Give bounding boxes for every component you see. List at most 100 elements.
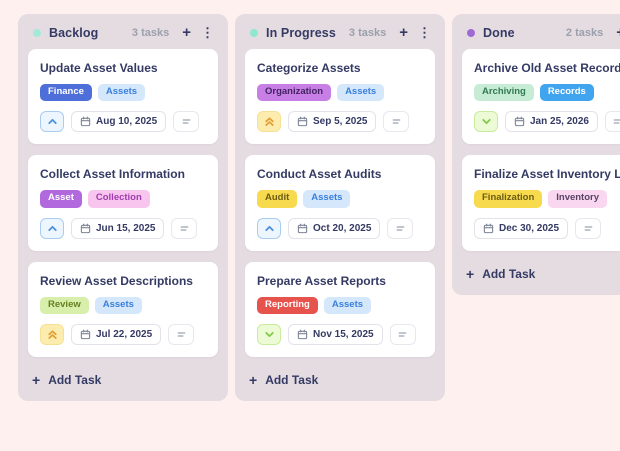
plus-icon: + bbox=[32, 372, 41, 389]
priority-button[interactable] bbox=[40, 217, 64, 239]
add-task-label: Add Task bbox=[265, 373, 319, 388]
priority-button[interactable] bbox=[257, 324, 281, 346]
task-count: 3 tasks bbox=[131, 26, 170, 39]
column-done: Done 2 tasks + ⋮ Archive Old Asset Recor… bbox=[452, 14, 620, 295]
due-date-chip[interactable]: Dec 30, 2025 bbox=[474, 217, 569, 239]
due-date: Aug 10, 2025 bbox=[96, 116, 158, 128]
column-header: Done 2 tasks + ⋮ bbox=[462, 23, 620, 40]
due-date-chip[interactable]: Nov 15, 2025 bbox=[288, 324, 383, 346]
add-task-icon-button[interactable]: + bbox=[399, 24, 408, 41]
notes-button[interactable] bbox=[604, 111, 620, 133]
calendar-icon bbox=[297, 117, 308, 127]
tag-list: Organization Assets bbox=[257, 84, 423, 102]
priority-button[interactable] bbox=[40, 324, 64, 346]
task-card[interactable]: Categorize Assets Organization Assets Se… bbox=[245, 49, 435, 145]
task-tag: Inventory bbox=[548, 190, 608, 208]
due-date-chip[interactable]: Jul 22, 2025 bbox=[71, 324, 162, 346]
task-tag: Assets bbox=[94, 296, 142, 315]
task-card[interactable]: Review Asset Descriptions Review Assets … bbox=[28, 261, 218, 358]
due-date: Sep 5, 2025 bbox=[313, 116, 368, 128]
card-footer: Nov 15, 2025 bbox=[257, 324, 423, 346]
add-task-button[interactable]: + Add Task bbox=[462, 264, 535, 282]
priority-button[interactable] bbox=[257, 111, 281, 133]
column-header: Backlog 3 tasks + ⋮ bbox=[28, 23, 218, 40]
notes-icon bbox=[180, 226, 189, 231]
column-in-progress: In Progress 3 tasks + ⋮ Categorize Asset… bbox=[235, 14, 445, 402]
task-tag: Assets bbox=[337, 84, 385, 102]
due-date-chip[interactable]: Aug 10, 2025 bbox=[71, 111, 167, 133]
notes-button[interactable] bbox=[387, 217, 414, 239]
notes-icon bbox=[584, 226, 592, 231]
add-task-button[interactable]: + Add Task bbox=[245, 370, 318, 388]
add-task-icon-button[interactable]: + bbox=[616, 25, 620, 40]
task-title: Categorize Assets bbox=[257, 61, 361, 75]
due-date-chip[interactable]: Jan 25, 2026 bbox=[505, 111, 598, 133]
column-title: Done bbox=[483, 25, 515, 40]
calendar-icon bbox=[297, 223, 308, 234]
card-list: Categorize Assets Organization Assets Se… bbox=[245, 49, 435, 358]
card-footer: Jun 15, 2025 bbox=[40, 217, 206, 239]
task-card[interactable]: Conduct Asset Audits Audit Assets Oct 20… bbox=[245, 155, 435, 251]
due-date-chip[interactable]: Oct 20, 2025 bbox=[288, 217, 381, 239]
due-date-chip[interactable]: Jun 15, 2025 bbox=[71, 217, 165, 239]
notes-button[interactable] bbox=[168, 324, 195, 346]
kanban-board: Backlog 3 tasks + ⋮ Update Asset Values … bbox=[18, 14, 620, 402]
task-title: Finalize Asset Inventory List bbox=[474, 167, 620, 182]
card-list: Update Asset Values Finance Assets Aug 1… bbox=[28, 49, 218, 358]
column-title: In Progress bbox=[266, 25, 336, 40]
task-title: Conduct Asset Audits bbox=[257, 167, 382, 182]
column-title: Backlog bbox=[49, 25, 99, 40]
task-tag: Archiving bbox=[474, 84, 534, 102]
priority-button[interactable] bbox=[257, 217, 281, 239]
due-date: Dec 30, 2025 bbox=[499, 222, 560, 234]
plus-icon: + bbox=[466, 265, 475, 282]
calendar-icon bbox=[80, 223, 91, 234]
priority-button[interactable] bbox=[40, 111, 64, 133]
notes-button[interactable] bbox=[575, 217, 602, 239]
add-task-button[interactable]: + Add Task bbox=[28, 370, 101, 388]
column-status-dot bbox=[250, 28, 258, 37]
tag-list: Finalization Inventory bbox=[474, 190, 620, 208]
priority-button[interactable] bbox=[474, 111, 498, 133]
task-card[interactable]: Update Asset Values Finance Assets Aug 1… bbox=[28, 49, 218, 145]
notes-icon bbox=[396, 226, 405, 231]
task-tag: Review bbox=[40, 296, 89, 315]
tag-list: Reporting Assets bbox=[257, 296, 423, 315]
column-menu-button[interactable]: ⋮ bbox=[201, 25, 214, 40]
task-tag: Audit bbox=[257, 190, 298, 208]
task-title: Prepare Asset Reports bbox=[257, 273, 386, 288]
task-tag: Assets bbox=[97, 84, 146, 102]
task-card[interactable]: Collect Asset Information Asset Collecti… bbox=[28, 155, 218, 251]
due-date: Nov 15, 2025 bbox=[313, 329, 374, 341]
task-tag: Assets bbox=[323, 296, 372, 315]
chevron-up-icon bbox=[264, 225, 274, 231]
card-footer: Sep 5, 2025 bbox=[257, 111, 423, 133]
column-menu-button[interactable]: ⋮ bbox=[418, 25, 431, 40]
chevron-up-icon bbox=[47, 225, 57, 231]
tag-list: Review Assets bbox=[40, 296, 206, 315]
task-tag: Finalization bbox=[474, 190, 543, 208]
task-tag: Assets bbox=[303, 190, 351, 208]
calendar-icon bbox=[80, 329, 91, 340]
task-card[interactable]: Archive Old Asset Records Archiving Reco… bbox=[462, 49, 620, 145]
calendar-icon bbox=[514, 117, 525, 127]
due-date: Jan 25, 2026 bbox=[530, 116, 589, 128]
notes-icon bbox=[614, 119, 620, 125]
add-task-icon-button[interactable]: + bbox=[182, 24, 191, 41]
notes-icon bbox=[182, 119, 191, 125]
due-date-chip[interactable]: Sep 5, 2025 bbox=[288, 111, 377, 133]
notes-icon bbox=[392, 119, 401, 125]
due-date: Oct 20, 2025 bbox=[313, 222, 372, 234]
task-title: Review Asset Descriptions bbox=[40, 273, 193, 288]
notes-button[interactable] bbox=[171, 217, 198, 239]
notes-button[interactable] bbox=[173, 111, 200, 133]
tag-list: Asset Collection bbox=[40, 190, 206, 208]
chevron-down-icon bbox=[481, 119, 491, 125]
notes-button[interactable] bbox=[383, 111, 410, 133]
notes-button[interactable] bbox=[389, 324, 416, 346]
card-footer: Dec 30, 2025 bbox=[474, 217, 620, 239]
task-card[interactable]: Finalize Asset Inventory List Finalizati… bbox=[462, 155, 620, 251]
double-chevron-up-icon bbox=[47, 330, 57, 340]
tag-list: Audit Assets bbox=[257, 190, 423, 208]
task-card[interactable]: Prepare Asset Reports Reporting Assets N… bbox=[245, 261, 435, 358]
